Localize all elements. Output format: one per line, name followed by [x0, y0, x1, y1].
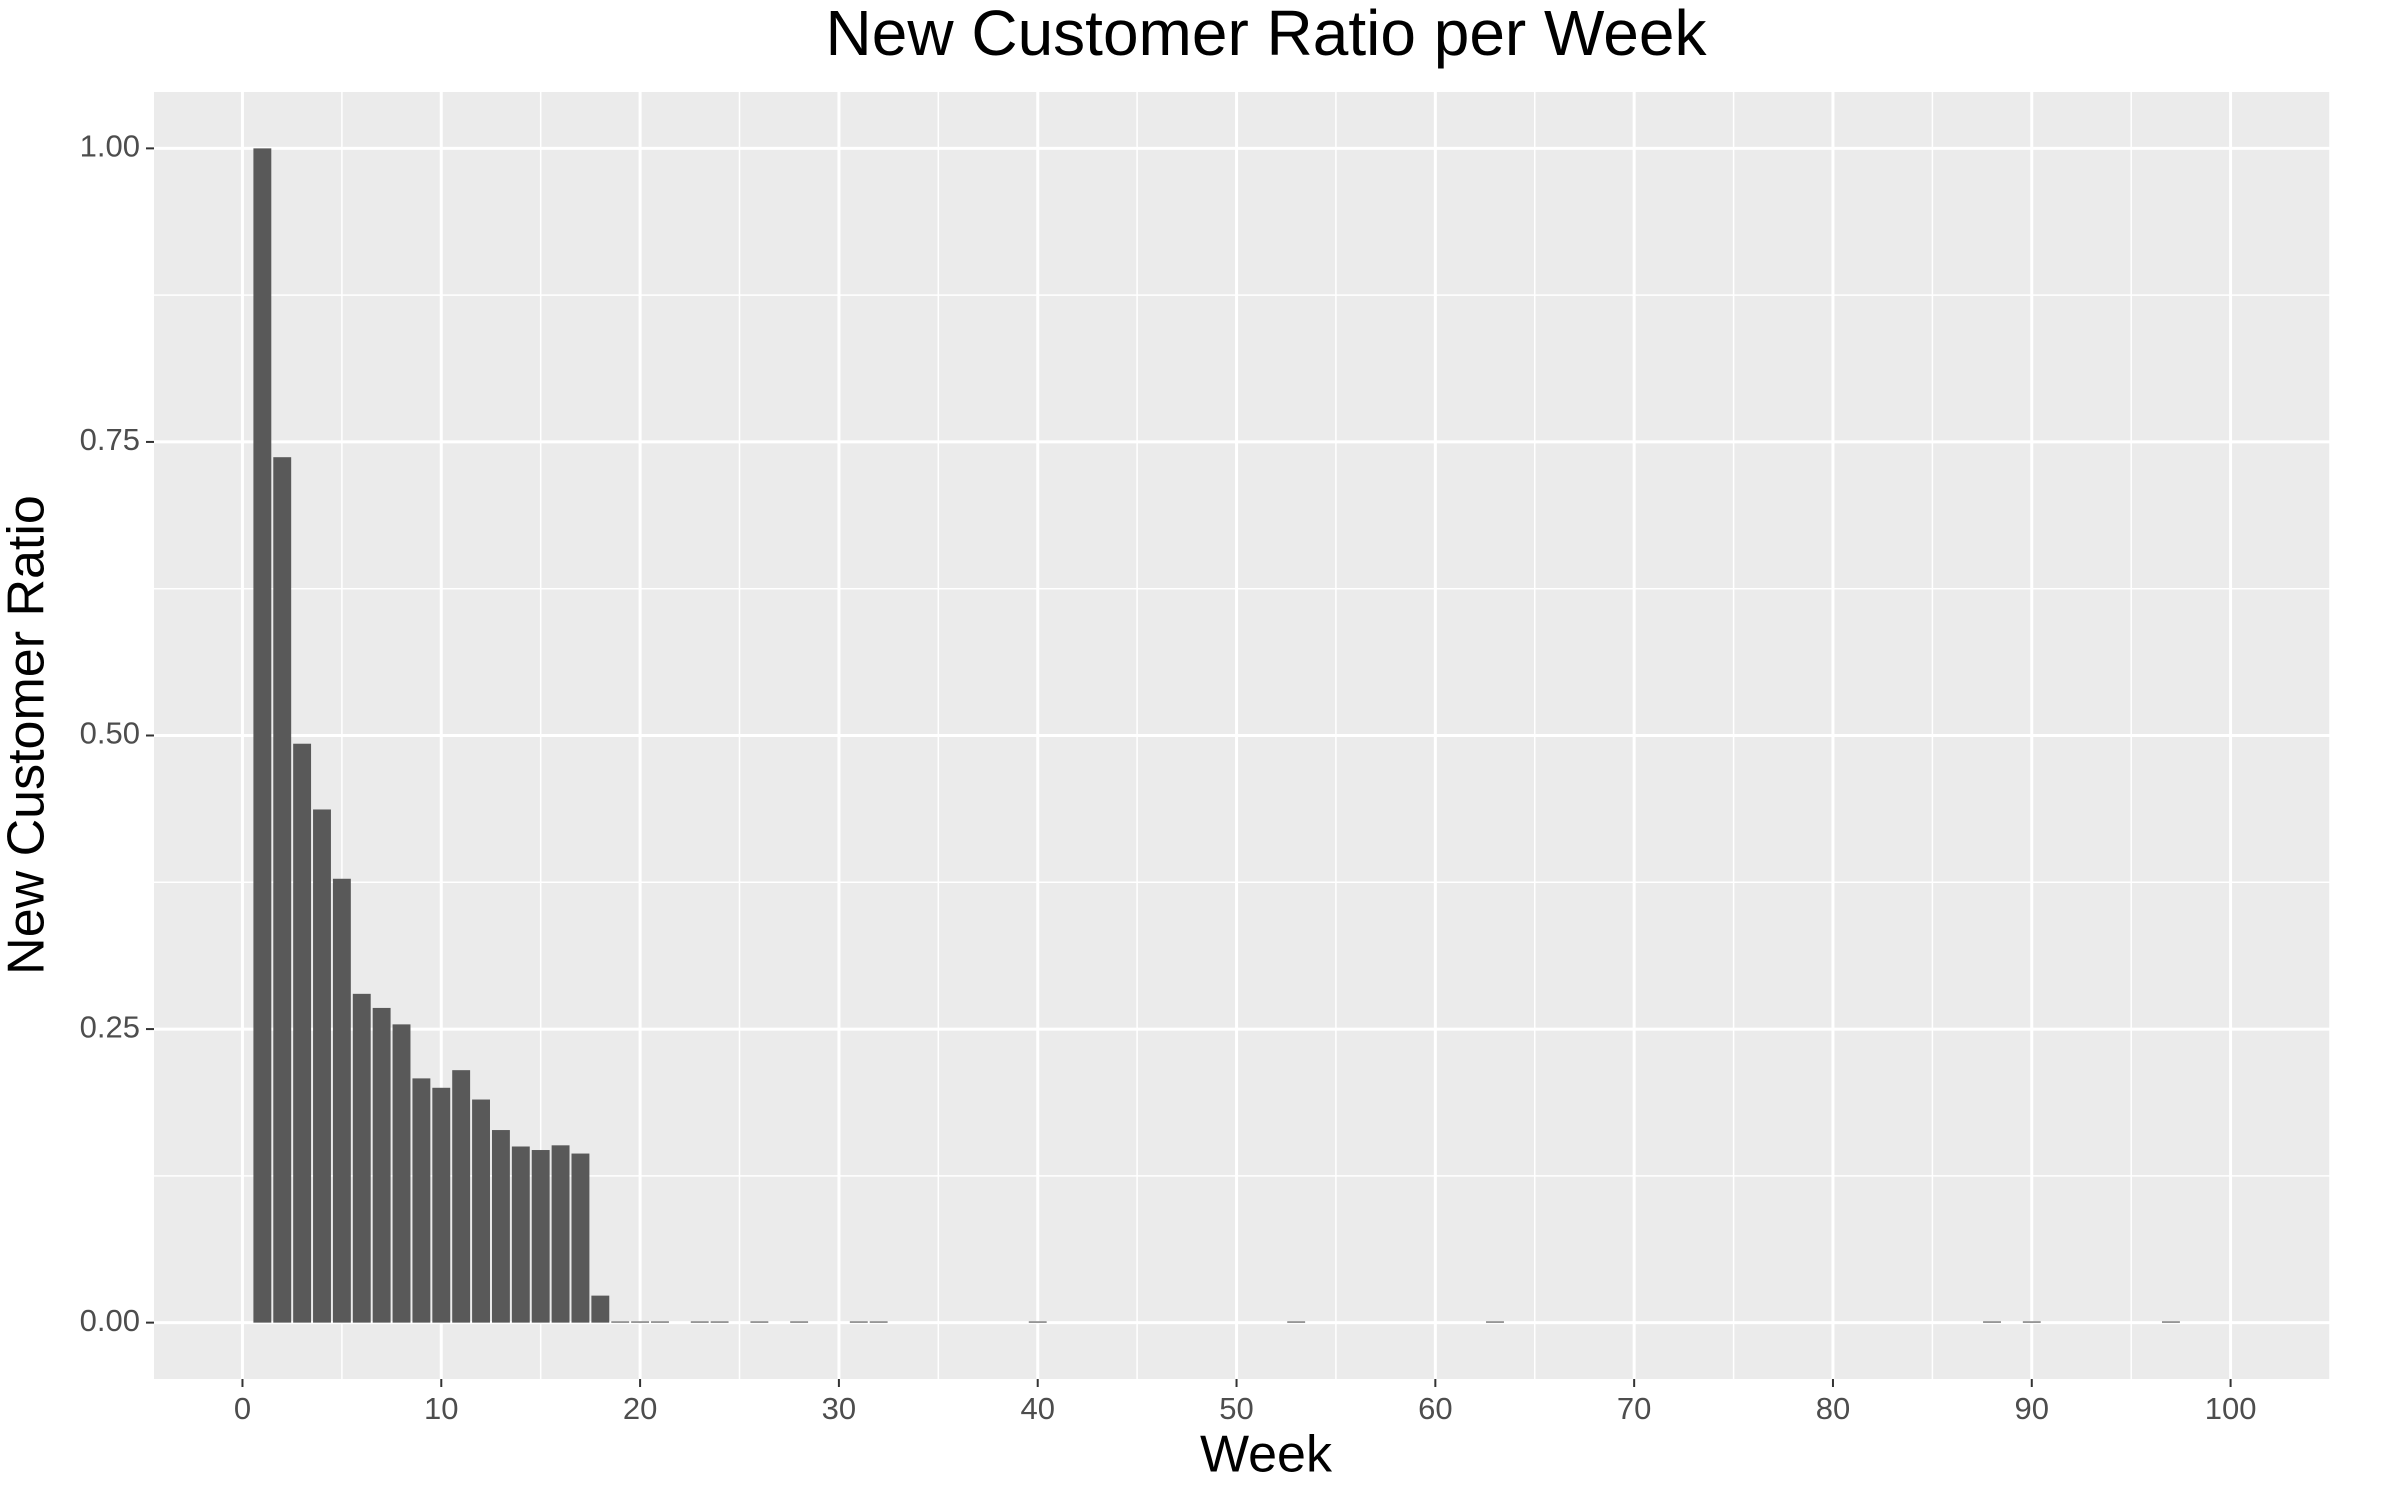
bar [869, 1321, 888, 1323]
bar [571, 1153, 590, 1323]
x-axis-title: Week [1200, 1426, 1333, 1484]
bar [651, 1321, 669, 1323]
y-tick-label: 0.00 [80, 1303, 140, 1338]
y-tick-label: 0.75 [80, 422, 140, 457]
bar [631, 1321, 650, 1323]
y-tick-label: 1.00 [80, 129, 140, 164]
bar [452, 1070, 471, 1323]
x-tick-label: 0 [234, 1391, 251, 1426]
bar [531, 1150, 550, 1323]
y-tick-label: 0.25 [80, 1009, 140, 1044]
x-tick-label: 60 [1418, 1391, 1452, 1426]
bar [412, 1078, 431, 1323]
bar [253, 148, 272, 1323]
chart-title: New Customer Ratio per Week [826, 0, 1708, 69]
bar [1983, 1321, 2001, 1323]
x-tick-label: 20 [623, 1391, 657, 1426]
x-tick-label: 100 [2205, 1391, 2257, 1426]
bar [2162, 1321, 2180, 1323]
bar [611, 1321, 630, 1323]
bar [2022, 1321, 2041, 1323]
bar [591, 1295, 610, 1323]
x-tick-label: 30 [822, 1391, 856, 1426]
bar [491, 1130, 510, 1323]
bar [1486, 1321, 1504, 1323]
bar [372, 1007, 391, 1323]
y-tick-label: 0.50 [80, 716, 140, 751]
bar [1028, 1321, 1047, 1323]
bar [332, 878, 351, 1323]
bar [790, 1321, 809, 1323]
bar [849, 1321, 868, 1323]
bar [710, 1321, 729, 1323]
bar [750, 1321, 769, 1323]
bar [313, 809, 331, 1323]
bar [432, 1087, 451, 1323]
bar [293, 743, 312, 1323]
x-tick-label: 10 [424, 1391, 458, 1426]
y-axis-title: New Customer Ratio [0, 495, 56, 975]
grid [154, 92, 2331, 1379]
bar [511, 1146, 530, 1323]
x-tick-label: 80 [1816, 1391, 1850, 1426]
x-tick-label: 90 [2015, 1391, 2049, 1426]
x-tick-label: 50 [1219, 1391, 1253, 1426]
bar [690, 1321, 709, 1323]
bar [392, 1024, 411, 1323]
bar [551, 1145, 570, 1323]
bar [472, 1099, 490, 1323]
bar [1287, 1321, 1306, 1323]
x-tick-label: 40 [1020, 1391, 1054, 1426]
bar [352, 993, 371, 1323]
bar [273, 457, 292, 1323]
x-tick-label: 70 [1617, 1391, 1651, 1426]
bars [253, 148, 2180, 1323]
